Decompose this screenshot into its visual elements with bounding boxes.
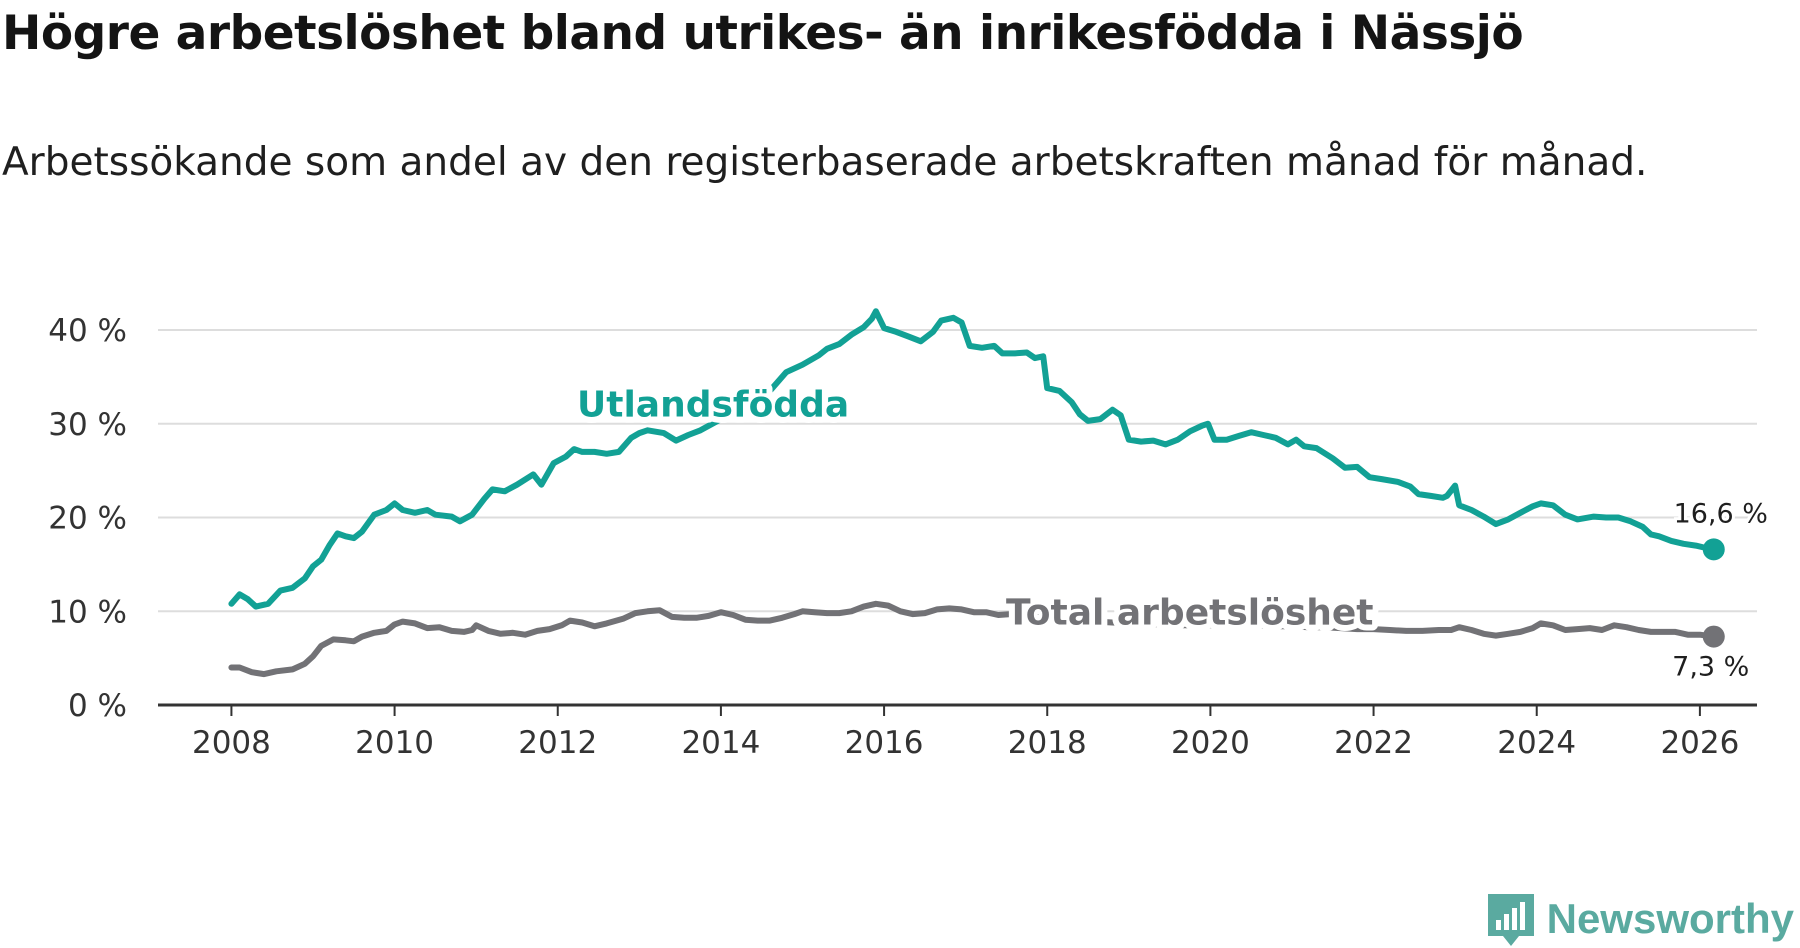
end-marker-utlandsfodda bbox=[1702, 538, 1725, 561]
x-tick-label: 2022 bbox=[1334, 725, 1413, 761]
x-tick-label: 2026 bbox=[1660, 725, 1739, 761]
series-line-utlandsfodda bbox=[228, 308, 1717, 610]
axes: 0 % 10 % 20 % 30 % 40 % 2008 2010 2012 2014 2016 2… bbox=[48, 313, 1757, 761]
chart-subtitle: Arbetssökande som andel av den registerb… bbox=[2, 140, 1648, 185]
grid-lines bbox=[158, 329, 1757, 613]
x-tick-label: 2008 bbox=[192, 725, 271, 761]
x-tick-label: 2010 bbox=[355, 725, 434, 761]
x-tick-label: 2024 bbox=[1497, 725, 1576, 761]
series-labels: Utlandsfödda Total arbetslöshet 16,6 % 7,3 … bbox=[571, 378, 1771, 685]
y-tick-label: 20 % bbox=[48, 501, 127, 537]
y-tick-label: 10 % bbox=[48, 594, 127, 630]
end-marker-total bbox=[1702, 625, 1725, 648]
y-tick-label: 30 % bbox=[48, 407, 127, 443]
end-value-utlandsfodda: 16,6 % bbox=[1674, 498, 1768, 529]
y-tick-label: 0 % bbox=[68, 688, 127, 724]
series-label-utlandsfodda: Utlandsfödda bbox=[577, 384, 849, 425]
x-tick-label: 2020 bbox=[1171, 725, 1250, 761]
x-tick-label: 2018 bbox=[1008, 725, 1087, 761]
x-tick-label: 2014 bbox=[681, 725, 760, 761]
newsworthy-logo-icon bbox=[1487, 894, 1534, 946]
chart-title: Högre arbetslöshet bland utrikes- än inr… bbox=[2, 6, 1524, 61]
newsworthy-brand[interactable]: Newsworthy bbox=[1485, 890, 1794, 948]
x-tick-label: 2012 bbox=[518, 725, 597, 761]
end-value-total: 7,3 % bbox=[1672, 652, 1749, 683]
x-tick-label: 2016 bbox=[845, 725, 924, 761]
y-tick-label: 40 % bbox=[48, 313, 127, 349]
series-label-total: Total arbetslöshet bbox=[1006, 592, 1374, 633]
series-line-total bbox=[228, 600, 1717, 678]
brand-name: Newsworthy bbox=[1546, 895, 1794, 942]
series-lines bbox=[228, 308, 1725, 678]
